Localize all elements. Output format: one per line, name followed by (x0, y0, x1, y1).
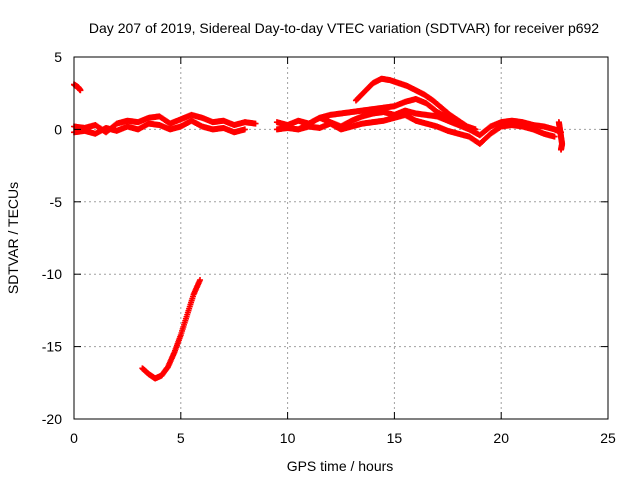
data-point (197, 276, 204, 283)
series-mid-arc (295, 95, 462, 133)
y-tick-label: -20 (42, 411, 62, 427)
x-axis-label: GPS time / hours (287, 458, 394, 474)
data-point (241, 126, 248, 133)
data-point (77, 87, 84, 94)
data-point (551, 133, 558, 140)
data-point (455, 120, 462, 127)
y-tick-label: -15 (42, 339, 62, 355)
tick-labels: 0 5 10 15 20 25 -20 -15 -10 -5 0 5 (42, 49, 616, 446)
data-point (472, 126, 479, 133)
y-tick-label: 0 (54, 121, 62, 137)
x-tick-label: 20 (493, 430, 509, 446)
data-points (71, 75, 566, 382)
y-tick-label: -5 (50, 194, 63, 210)
y-axis-label: SDTVAR / TECUs (5, 182, 21, 294)
plot-frame (73, 56, 609, 420)
series-end-spike (555, 119, 566, 153)
data-point (558, 146, 565, 153)
series-main-band-early-2 (71, 117, 248, 137)
x-tick-label: 15 (387, 430, 403, 446)
ticks (73, 56, 609, 420)
series-high-arc (352, 75, 479, 133)
y-tick-label: -10 (42, 266, 62, 282)
x-tick-label: 25 (600, 430, 616, 446)
series-main-band-late-2 (273, 111, 558, 147)
x-tick-label: 10 (280, 430, 296, 446)
chart-title: Day 207 of 2019, Sidereal Day-to-day VTE… (89, 20, 599, 36)
y-tick-label: 5 (54, 49, 62, 65)
data-point (252, 120, 259, 127)
x-tick-label: 0 (70, 430, 78, 446)
x-tick-label: 5 (177, 430, 185, 446)
series-dip-arc (139, 276, 204, 382)
